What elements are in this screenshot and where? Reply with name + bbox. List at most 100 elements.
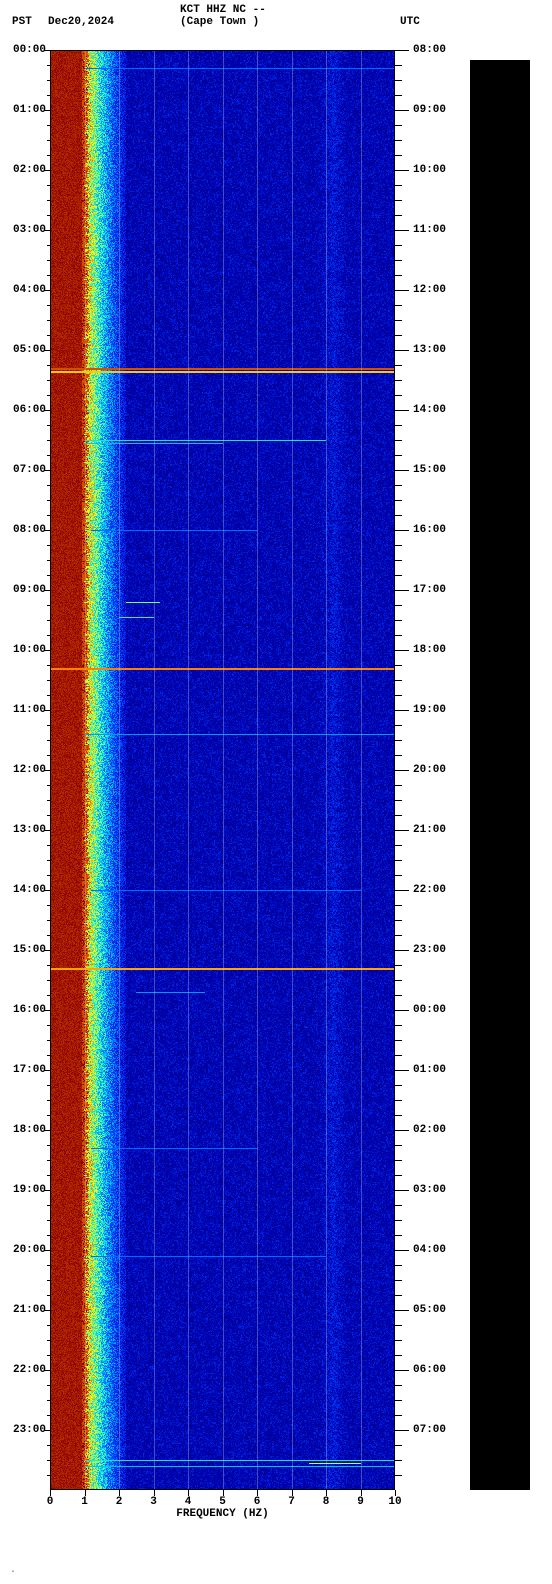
y-left-minor-tick [47,1235,50,1236]
y-right-tick-label: 00:00 [413,1004,446,1016]
y-right-minor-tick [395,1280,402,1281]
y-left-tick-label: 18:00 [2,1124,46,1136]
y-left-minor-tick [47,1085,50,1086]
y-right-tick-label: 22:00 [413,884,446,896]
y-right-minor-tick [395,1475,402,1476]
y-left-minor-tick [47,605,50,606]
y-right-minor-tick [395,755,402,756]
y-left-minor-tick [47,95,50,96]
x-tick-label: 1 [81,1496,88,1508]
y-right-tick [395,1310,409,1311]
y-right-tick [395,470,409,471]
y-right-minor-tick [395,575,402,576]
y-left-tick-label: 23:00 [2,1424,46,1436]
y-right-tick-label: 07:00 [413,1424,446,1436]
y-left-minor-tick [47,1205,50,1206]
y-right-tick [395,1190,409,1191]
y-right-minor-tick [395,365,402,366]
y-left-tick-label: 05:00 [2,344,46,356]
spectrogram-plot [50,50,395,1490]
x-tick-label: 2 [116,1496,123,1508]
y-right-tick-label: 16:00 [413,524,446,536]
x-axis: 012345678910 FREQUENCY (HZ) [50,1490,395,1530]
y-right-minor-tick [395,380,402,381]
y-right-minor-tick [395,635,402,636]
y-left-tick [44,50,50,51]
y-left-minor-tick [47,1445,50,1446]
y-left-tick-label: 04:00 [2,284,46,296]
y-left-minor-tick [47,200,50,201]
y-right-minor-tick [395,95,402,96]
y-left-tick-label: 12:00 [2,764,46,776]
y-right-minor-tick [395,155,402,156]
y-right-minor-tick [395,1415,402,1416]
y-right-minor-tick [395,920,402,921]
y-left-minor-tick [47,485,50,486]
y-right-tick [395,710,409,711]
y-right-tick-label: 21:00 [413,824,446,836]
y-left-tick [44,1190,50,1191]
y-left-minor-tick [47,155,50,156]
y-right-tick-label: 20:00 [413,764,446,776]
y-left-minor-tick [47,695,50,696]
y-left-minor-tick [47,245,50,246]
y-left-minor-tick [47,365,50,366]
y-right-tick [395,1370,409,1371]
y-right-minor-tick [395,620,402,621]
y-left-tick [44,1430,50,1431]
y-right-minor-tick [395,1040,402,1041]
date-label: Dec20,2024 [48,16,114,28]
y-right-minor-tick [395,125,402,126]
y-right-minor-tick [395,185,402,186]
y-left-minor-tick [47,725,50,726]
y-left-tick-label: 22:00 [2,1364,46,1376]
y-right-tick-label: 15:00 [413,464,446,476]
y-left-minor-tick [47,1025,50,1026]
y-left-tick-label: 08:00 [2,524,46,536]
y-right-minor-tick [395,740,402,741]
y-right-minor-tick [395,1265,402,1266]
y-left-minor-tick [47,920,50,921]
y-left-tick-label: 19:00 [2,1184,46,1196]
y-left-minor-tick [47,995,50,996]
y-right-tick [395,1250,409,1251]
y-right-minor-tick [395,1085,402,1086]
y-right-minor-tick [395,1445,402,1446]
y-left-minor-tick [47,1325,50,1326]
y-right-tick-label: 23:00 [413,944,446,956]
y-left-tick-label: 11:00 [2,704,46,716]
y-left-minor-tick [47,755,50,756]
y-right-minor-tick [395,800,402,801]
y-left-tick-label: 17:00 [2,1064,46,1076]
y-right-minor-tick [395,725,402,726]
y-left-tick-label: 14:00 [2,884,46,896]
station-line1: KCT HHZ NC -- [180,4,266,16]
y-left-minor-tick [47,545,50,546]
y-right-tick-label: 18:00 [413,644,446,656]
y-right-minor-tick [395,980,402,981]
y-right-minor-tick [395,845,402,846]
y-left-minor-tick [47,320,50,321]
y-left-minor-tick [47,275,50,276]
y-right-tick [395,1430,409,1431]
y-left-minor-tick [47,335,50,336]
y-left-tick-label: 07:00 [2,464,46,476]
y-right-minor-tick [395,335,402,336]
y-right-minor-tick [395,965,402,966]
y-right-minor-tick [395,1145,402,1146]
station-line2: (Cape Town ) [180,16,259,28]
y-right-minor-tick [395,1295,402,1296]
x-tick-label: 9 [357,1496,364,1508]
y-right-minor-tick [395,1355,402,1356]
y-left-minor-tick [47,185,50,186]
y-left-tick [44,1370,50,1371]
y-left-tick-label: 10:00 [2,644,46,656]
y-right-tick-label: 08:00 [413,44,446,56]
y-left-minor-tick [47,800,50,801]
x-tick-label: 5 [219,1496,226,1508]
y-right-minor-tick [395,1325,402,1326]
spectrogram-canvas [50,50,395,1490]
y-right-minor-tick [395,1460,402,1461]
y-left-minor-tick [47,1160,50,1161]
y-left-tick [44,110,50,111]
